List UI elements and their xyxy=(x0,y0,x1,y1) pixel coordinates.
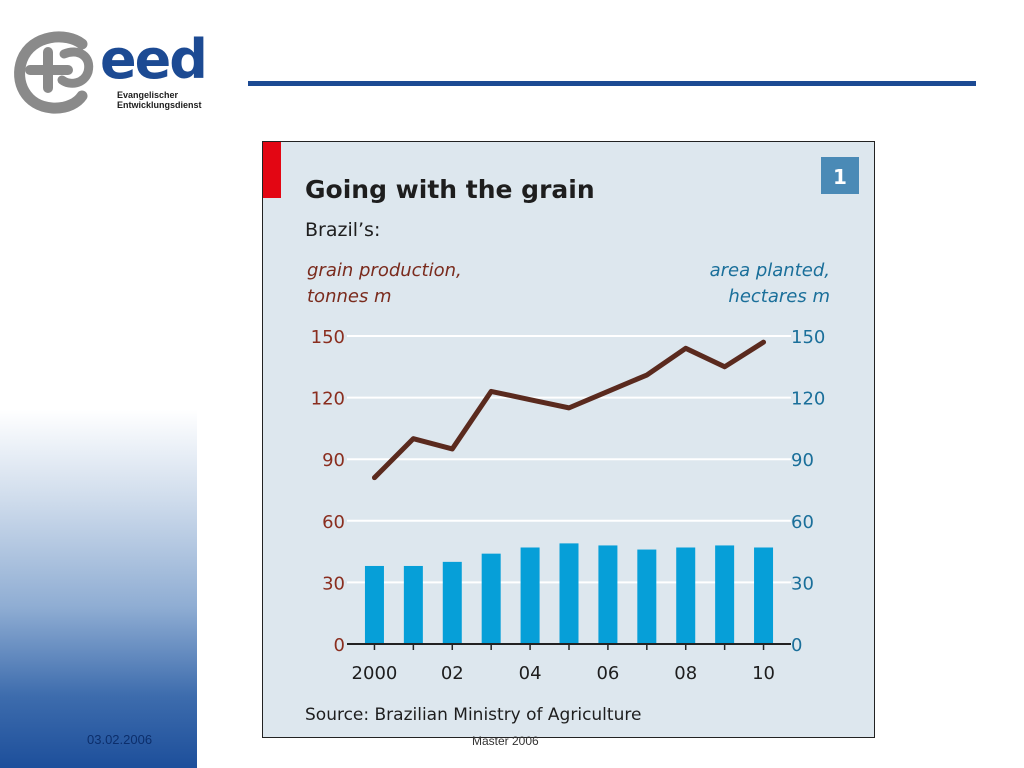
chart-accent-bar xyxy=(263,142,281,198)
bar-area-planted xyxy=(559,543,579,644)
line-grain-production xyxy=(371,339,767,481)
side-gradient-panel xyxy=(0,410,197,768)
right-y-tick-label: 120 xyxy=(791,389,825,410)
footer-date: 03.02.2006 xyxy=(87,732,153,747)
bar-area-planted xyxy=(520,547,540,644)
logo-line-2: Entwicklungsdienst xyxy=(117,100,202,110)
bar-area-planted xyxy=(481,553,501,644)
eed-logo-wordmark: eed xyxy=(100,28,208,91)
left-y-tick-label: 30 xyxy=(322,573,345,594)
chart-title: Going with the grain xyxy=(305,175,595,204)
right-y-tick-label: 150 xyxy=(791,327,825,348)
x-tick-label: 04 xyxy=(519,663,542,684)
left-y-tick-label: 90 xyxy=(322,450,345,471)
left-axis-label-1: grain production, xyxy=(307,260,462,281)
bar-area-planted xyxy=(676,547,696,644)
bar-area-planted xyxy=(442,561,462,644)
header-rule xyxy=(248,81,976,86)
eed-logo-mark xyxy=(14,31,94,114)
plot-area: 0 0 30 30 60 60 90 90 120 120 150 150 2000 02 04 06 08 10 xyxy=(311,327,826,684)
chart-number-badge xyxy=(821,157,859,194)
left-y-tick-label: 60 xyxy=(322,512,345,533)
x-tick-label: 10 xyxy=(752,663,775,684)
bar-area-planted xyxy=(403,565,423,644)
chart-badge-label: 1 xyxy=(833,165,847,189)
x-tick-label: 08 xyxy=(674,663,697,684)
right-y-tick-label: 0 xyxy=(791,635,802,656)
bar-area-planted xyxy=(754,547,774,644)
chart-source: Source: Brazilian Ministry of Agricultur… xyxy=(305,705,641,725)
chart-subtitle: Brazil’s: xyxy=(305,219,380,241)
x-tick-label: 02 xyxy=(441,663,464,684)
right-y-tick-label: 60 xyxy=(791,512,814,533)
bar-area-planted xyxy=(598,545,618,644)
right-axis-label-1: area planted, xyxy=(710,260,830,281)
x-tick-label: 2000 xyxy=(352,663,398,684)
right-y-tick-label: 30 xyxy=(791,573,814,594)
left-axis-label-2: tonnes m xyxy=(307,286,392,307)
logo-line-1: Evangelischer xyxy=(117,90,179,100)
bar-area-planted xyxy=(637,549,657,644)
right-axis-label-2: hectares m xyxy=(728,286,830,307)
eed-logo: eed Evangelischer Entwicklungsdienst xyxy=(12,30,208,116)
x-tick-label: 06 xyxy=(596,663,619,684)
eed-logo-subtitle: Evangelischer Entwicklungsdienst xyxy=(117,90,202,110)
left-y-tick-label: 150 xyxy=(311,327,345,348)
left-y-tick-label: 120 xyxy=(311,389,345,410)
chart-frame: Going with the grain Brazil’s: 1 grain p… xyxy=(262,141,875,738)
bar-area-planted xyxy=(364,565,384,644)
chart: Going with the grain Brazil’s: 1 grain p… xyxy=(263,142,859,725)
right-y-tick-label: 90 xyxy=(791,450,814,471)
bar-area-planted xyxy=(715,545,735,644)
left-y-tick-label: 0 xyxy=(334,635,345,656)
footer-title: Master 2006 xyxy=(472,734,539,748)
